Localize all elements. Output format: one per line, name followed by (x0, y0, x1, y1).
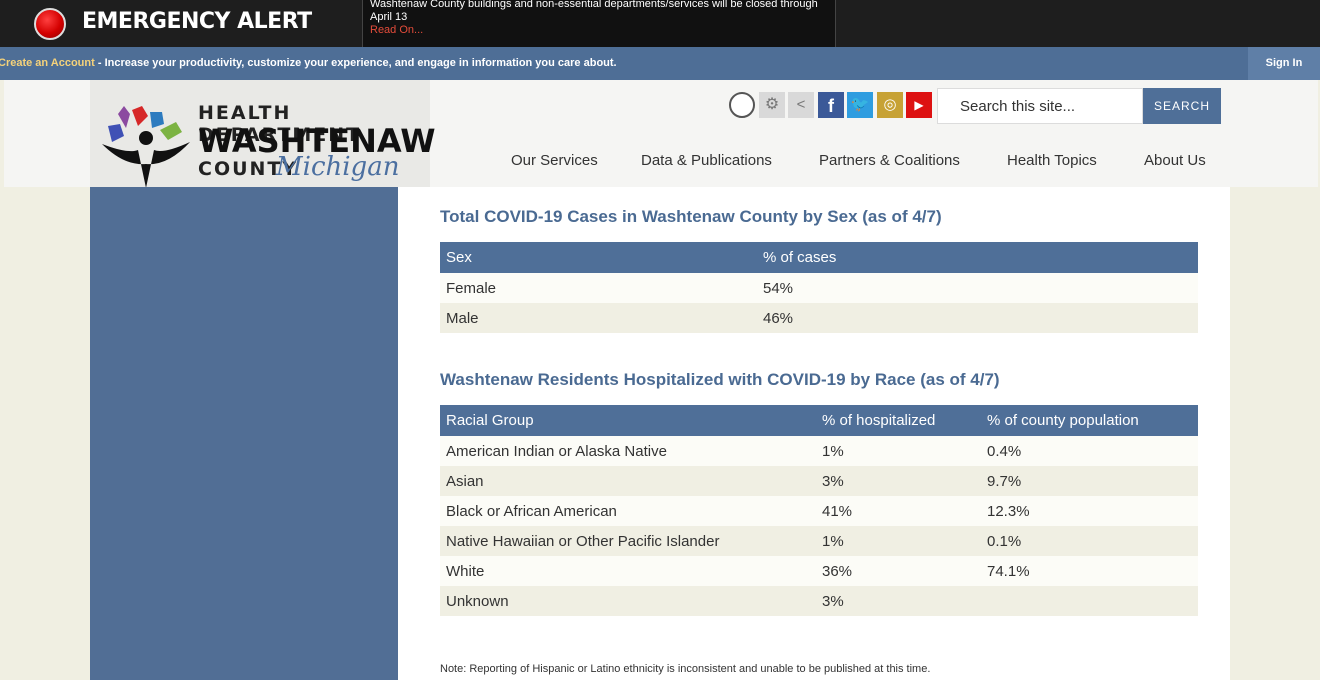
column-header: Sex (440, 242, 757, 273)
table-cell: 0.1% (981, 526, 1198, 556)
search-button[interactable]: SEARCH (1143, 88, 1221, 124)
youtube-icon[interactable]: ▶ (906, 92, 932, 118)
table-cell: Male (440, 303, 757, 333)
table-cell: 1% (816, 436, 981, 466)
logo-line-michigan: Michigan (276, 152, 400, 182)
logo-line-health-department: HEALTH DEPARTMENT (198, 102, 362, 146)
table-cell: Asian (440, 466, 816, 496)
facebook-icon[interactable]: f (818, 92, 844, 118)
table-row: Unknown 3% (440, 586, 1198, 616)
table-row: Asian 3% 9.7% (440, 466, 1198, 496)
alert-read-on-link[interactable]: Read On... (370, 24, 424, 36)
table-cell: 3% (816, 466, 981, 496)
table-cell: 1% (816, 526, 981, 556)
alert-message: Washtenaw County buildings and non-essen… (370, 0, 818, 23)
table-cell (981, 586, 1198, 616)
account-bar: Create an Account - Increase your produc… (0, 47, 1320, 80)
instagram-icon[interactable]: ◎ (877, 92, 903, 118)
table-cell: 9.7% (981, 466, 1198, 496)
logo-line-washtenaw: WASHTENAW (198, 122, 436, 160)
table-row: Female 54% (440, 273, 1198, 303)
county-seal-icon[interactable] (729, 92, 755, 118)
gear-icon[interactable]: ⚙ (759, 92, 785, 118)
share-icon[interactable]: < (788, 92, 814, 118)
table-cell: White (440, 556, 816, 586)
ethnicity-note: Note: Reporting of Hispanic or Latino et… (440, 663, 931, 675)
create-account-link[interactable]: Create an Account (0, 57, 95, 69)
cases-by-sex-table: Sex % of cases Female 54% Male 46% (440, 242, 1198, 333)
nav-about-us[interactable]: About Us (1144, 152, 1206, 169)
hospitalized-by-race-table: Racial Group % of hospitalized % of coun… (440, 405, 1198, 616)
alert-title: EMERGENCY ALERT (82, 9, 312, 34)
column-header: % of cases (757, 242, 1198, 273)
table-cell: 74.1% (981, 556, 1198, 586)
nav-partners-coalitions[interactable]: Partners & Coalitions (819, 152, 960, 169)
table-cell: 0.4% (981, 436, 1198, 466)
left-sidebar (90, 187, 398, 680)
table-header-row: Racial Group % of hospitalized % of coun… (440, 405, 1198, 436)
account-bar-text: Create an Account - Increase your produc… (0, 57, 617, 69)
sex-table-title: Total COVID-19 Cases in Washtenaw County… (440, 207, 942, 226)
search-input[interactable]: Search this site... (937, 88, 1143, 124)
nav-our-services[interactable]: Our Services (511, 152, 598, 169)
account-bar-message: - Increase your productivity, customize … (94, 57, 617, 69)
nav-health-topics[interactable]: Health Topics (1007, 152, 1097, 169)
table-row: Male 46% (440, 303, 1198, 333)
table-cell: Unknown (440, 586, 816, 616)
nav-data-publications[interactable]: Data & Publications (641, 152, 772, 169)
logo-line-county: COUNTY (198, 158, 299, 180)
alert-bar-filler (836, 0, 1320, 47)
column-header: % of hospitalized (816, 405, 981, 436)
table-cell: 41% (816, 496, 981, 526)
table-row: White 36% 74.1% (440, 556, 1198, 586)
emergency-alert-bar: EMERGENCY ALERT Washtenaw County buildin… (0, 0, 1320, 47)
table-cell: Black or African American (440, 496, 816, 526)
alert-message-panel: Washtenaw County buildings and non-essen… (362, 0, 836, 47)
table-cell: 3% (816, 586, 981, 616)
table-row: Native Hawaiian or Other Pacific Islande… (440, 526, 1198, 556)
twitter-icon[interactable]: 🐦 (847, 92, 873, 118)
column-header: % of county population (981, 405, 1198, 436)
table-cell: 54% (757, 273, 1198, 303)
table-header-row: Sex % of cases (440, 242, 1198, 273)
table-cell: 12.3% (981, 496, 1198, 526)
column-header: Racial Group (440, 405, 816, 436)
alert-indicator-icon (34, 8, 66, 40)
table-row: American Indian or Alaska Native 1% 0.4% (440, 436, 1198, 466)
race-table-title: Washtenaw Residents Hospitalized with CO… (440, 370, 1000, 389)
table-row: Black or African American 41% 12.3% (440, 496, 1198, 526)
table-cell: Native Hawaiian or Other Pacific Islande… (440, 526, 816, 556)
sign-in-button[interactable]: Sign In (1248, 47, 1320, 80)
logo-hands-icon (102, 106, 190, 188)
table-cell: American Indian or Alaska Native (440, 436, 816, 466)
table-cell: 46% (757, 303, 1198, 333)
site-logo[interactable]: HEALTH DEPARTMENT WASHTENAW COUNTY Michi… (98, 100, 436, 200)
table-cell: 36% (816, 556, 981, 586)
table-cell: Female (440, 273, 757, 303)
